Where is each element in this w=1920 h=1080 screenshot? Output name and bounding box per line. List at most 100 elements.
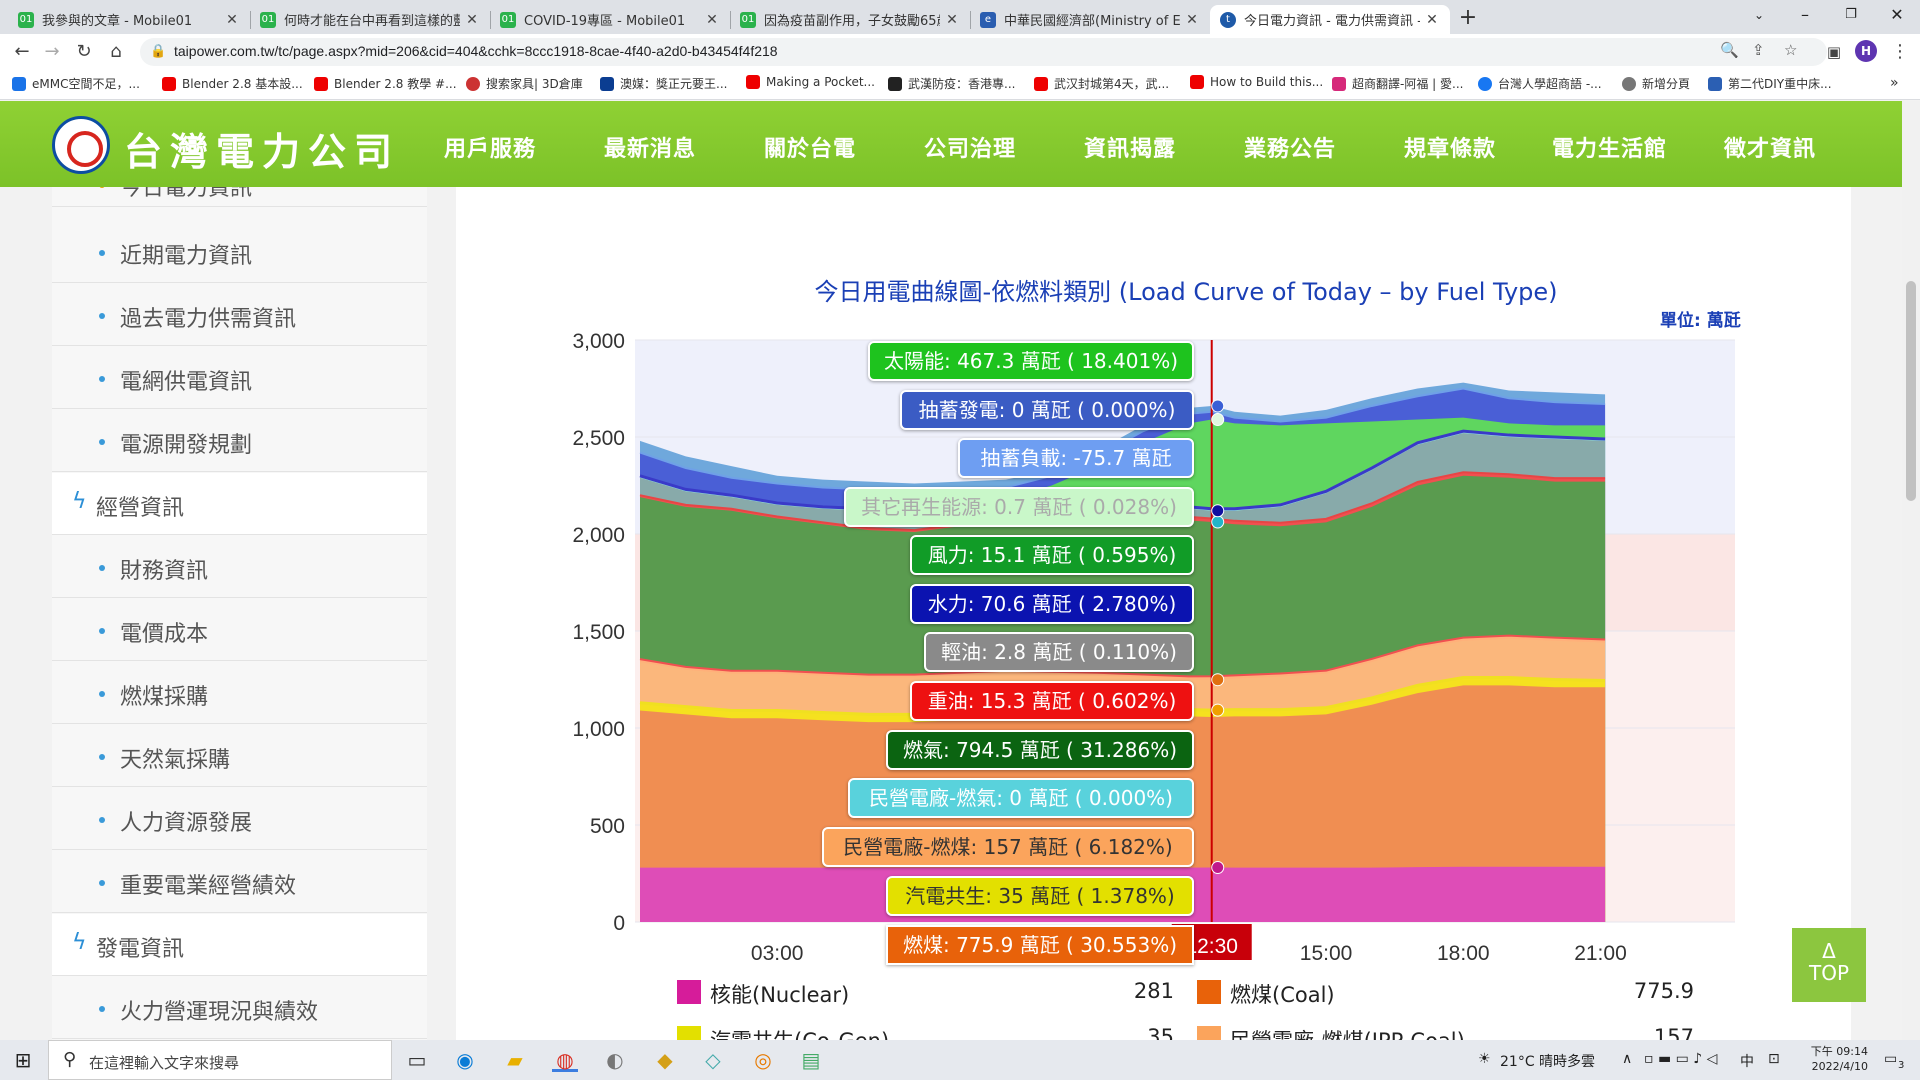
nav-regulations[interactable]: 規章條款 — [1404, 137, 1497, 162]
share-icon[interactable]: ⇪ — [1752, 41, 1765, 59]
browser-tab-1[interactable]: 01 我參與的文章 - Mobile01 ✕ — [8, 5, 250, 34]
task-view-icon[interactable]: ▭ — [407, 1048, 427, 1072]
bookmark-item[interactable]: 新增分頁 — [1622, 75, 1690, 92]
bookmark-item[interactable]: How to Build this... — [1190, 75, 1323, 89]
bullet-icon — [99, 439, 105, 445]
sidebar-item-today-power[interactable]: 今日電力資訊 — [52, 187, 427, 207]
nav-power-life[interactable]: 電力生活館 — [1552, 137, 1668, 162]
back-button[interactable]: ← — [14, 41, 30, 62]
sidebar-section-operations[interactable]: ϟ 經營資訊 — [52, 473, 427, 535]
windows-start-icon[interactable]: ⊞ — [14, 1048, 32, 1072]
bookmark-item[interactable]: 台灣人學超商語 -... — [1478, 75, 1602, 92]
bookmark-item[interactable]: 搜索家具| 3D倉庫 — [466, 75, 583, 92]
back-to-top-button[interactable]: Δ TOP — [1792, 928, 1866, 1002]
tray-chevron-icon[interactable]: ∧ — [1622, 1051, 1633, 1067]
home-button[interactable]: ⌂ — [110, 41, 122, 62]
browser-tab-3[interactable]: 01 COVID-19專區 - Mobile01 ✕ — [490, 5, 730, 34]
address-bar[interactable]: 🔒 taipower.com.tw/tc/page.aspx?mid=206&c… — [140, 38, 1827, 66]
app-icon[interactable]: ◇ — [705, 1048, 721, 1072]
browser-tab-5[interactable]: e 中華民國經濟部(Ministry of Eco ✕ — [970, 5, 1210, 34]
browser-tab-6-active[interactable]: t 今日電力資訊 - 電力供需資訊 - 台 ✕ — [1210, 5, 1450, 34]
bookmarks-overflow-icon[interactable]: » — [1890, 75, 1899, 91]
keyboard-icon[interactable]: ⊡ — [1768, 1051, 1780, 1067]
sidebar-item-finance[interactable]: 財務資訊 — [52, 536, 427, 598]
sidebar-item-tariff-cost[interactable]: 電價成本 — [52, 599, 427, 661]
edge-icon[interactable]: ◉ — [456, 1048, 474, 1072]
nav-customer-service[interactable]: 用戶服務 — [444, 137, 537, 162]
sidebar-item-label: 燃煤採購 — [120, 685, 209, 710]
ime-indicator[interactable]: 中 — [1740, 1054, 1754, 1070]
close-tab-icon[interactable]: ✕ — [706, 11, 718, 28]
nav-about[interactable]: 關於台電 — [764, 137, 857, 162]
nav-careers[interactable]: 徵才資訊 — [1724, 137, 1817, 162]
page-scrollbar[interactable] — [1902, 101, 1920, 1040]
chart-unit-label: 單位: 萬瓩 — [1660, 311, 1741, 331]
sidebar-item-performance[interactable]: 重要電業經營績效 — [52, 851, 427, 913]
bookmark-star-icon[interactable]: ☆ — [1784, 41, 1798, 59]
sidebar-item-power-planning[interactable]: 電源開發規劃 — [52, 410, 427, 472]
reload-button[interactable]: ↻ — [76, 41, 92, 62]
sidebar-item-coal-procurement[interactable]: 燃煤採購 — [52, 662, 427, 724]
bookmark-item[interactable]: 超商翻譯-阿福 | 愛... — [1332, 75, 1463, 92]
bookmark-item[interactable]: eMMC空間不足，... — [12, 75, 140, 92]
browser-menu-icon[interactable]: ⋮ — [1891, 41, 1909, 62]
bookmark-item[interactable]: 武漢防疫：香港專... — [888, 75, 1015, 92]
taskbar-search[interactable]: ⚲ 在這裡輸入文字來搜尋 — [48, 1040, 392, 1080]
series-edge-line — [639, 387, 1606, 493]
clock-time[interactable]: 下午 09:14 — [1810, 1045, 1868, 1058]
tray-icons[interactable]: ▫ ▬ ▭ ♪ ◁ — [1644, 1051, 1718, 1067]
close-tab-icon[interactable]: ✕ — [226, 11, 238, 28]
app-icon[interactable]: ▤ — [801, 1048, 821, 1072]
zoom-icon[interactable]: 🔍 — [1720, 41, 1739, 59]
sidebar-item-gas-procurement[interactable]: 天然氣採購 — [52, 725, 427, 787]
forward-button[interactable]: → — [44, 41, 60, 62]
clock-date[interactable]: 2022/4/10 — [1811, 1060, 1868, 1073]
sidebar-item-label: 重要電業經營績效 — [120, 874, 297, 899]
sidebar-item-recent-power[interactable]: 近期電力資訊 — [52, 221, 427, 283]
tab-overview-icon[interactable]: ▣ — [1826, 43, 1842, 61]
close-tab-icon[interactable]: ✕ — [1186, 11, 1198, 28]
file-explorer-icon[interactable]: ▰ — [507, 1048, 523, 1072]
sidebar-item-past-supply[interactable]: 過去電力供需資訊 — [52, 284, 427, 346]
close-tab-icon[interactable]: ✕ — [946, 11, 958, 28]
bookmark-item[interactable]: Blender 2.8 教學 #... — [314, 75, 457, 92]
bookmark-item[interactable]: Making a Pocket... — [746, 75, 875, 89]
tooltip-solar: 太陽能: 467.3 萬瓩 ( 18.401%) — [868, 341, 1194, 381]
profile-avatar[interactable]: H — [1855, 40, 1877, 62]
bookmark-item[interactable]: 澳媒：獎正元要王... — [600, 75, 727, 92]
nav-governance[interactable]: 公司治理 — [924, 137, 1017, 162]
browser-tab-2[interactable]: 01 何時才能在台中再看到這樣的藍天 ✕ — [250, 5, 490, 34]
taipower-logo-icon[interactable] — [52, 116, 110, 174]
sidebar-item-hr-development[interactable]: 人力資源發展 — [52, 788, 427, 850]
sidebar-item-thermal-status[interactable]: 火力營運現況與績效 — [52, 977, 427, 1039]
tooltip-light-oil: 輕油: 2.8 萬瓩 ( 0.110%) — [924, 632, 1194, 672]
notification-icon[interactable]: ▭ — [1884, 1051, 1898, 1067]
nav-disclosure[interactable]: 資訊揭露 — [1084, 137, 1177, 162]
close-window-button[interactable]: ✕ — [1890, 5, 1904, 24]
tab-divider — [730, 11, 731, 29]
nav-announcements[interactable]: 業務公告 — [1244, 137, 1337, 162]
tab-search-chevron-icon[interactable]: ⌄ — [1753, 8, 1765, 22]
tooltip-hydro: 水力: 70.6 萬瓩 ( 2.780%) — [910, 584, 1194, 624]
bookmark-item[interactable]: 第二代DIY重中床... — [1708, 75, 1832, 92]
weather-text[interactable]: 21°C 晴時多雲 — [1500, 1054, 1596, 1070]
app-icon[interactable]: ◐ — [606, 1048, 624, 1072]
nav-latest-news[interactable]: 最新消息 — [604, 137, 697, 162]
chart-title: 今日用電曲線圖-依燃料類別 (Load Curve of Today – by … — [814, 278, 1558, 306]
close-tab-icon[interactable]: ✕ — [466, 11, 478, 28]
close-tab-icon[interactable]: ✕ — [1426, 11, 1438, 28]
app-icon[interactable]: ◆ — [657, 1048, 673, 1072]
weather-icon[interactable]: ☀ — [1478, 1051, 1491, 1067]
sidebar-section-generation[interactable]: ϟ 發電資訊 — [52, 914, 427, 976]
new-tab-button[interactable]: + — [1458, 5, 1478, 30]
sidebar-item-grid-supply[interactable]: 電網供電資訊 — [52, 347, 427, 409]
scrollbar-thumb[interactable] — [1906, 281, 1916, 501]
chrome-icon[interactable]: ◍ — [552, 1048, 578, 1072]
site-logo-text[interactable]: 台灣電力公司 — [124, 129, 401, 174]
bookmark-item[interactable]: 武汉封城第4天，武... — [1034, 75, 1169, 92]
bookmark-item[interactable]: Blender 2.8 基本設... — [162, 75, 303, 92]
blender-icon[interactable]: ◎ — [754, 1048, 772, 1072]
restore-button[interactable]: ❐ — [1845, 7, 1857, 22]
browser-tab-4[interactable]: 01 因為疫苗副作用，子女鼓勵65歲 ✕ — [730, 5, 970, 34]
minimize-button[interactable]: – — [1801, 5, 1809, 24]
